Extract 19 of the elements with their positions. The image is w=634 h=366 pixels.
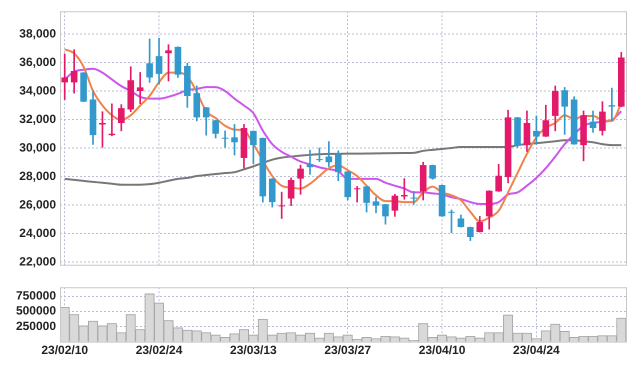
x-tick-label: 23/04/24 [513, 343, 560, 358]
y-tick-label: 22,000 [19, 254, 56, 268]
x-tick-label: 23/02/10 [41, 343, 88, 358]
y-tick-label: 38,000 [19, 26, 56, 40]
x-tick-label: 23/04/10 [418, 343, 466, 358]
y-tick-label: 32,000 [19, 112, 56, 126]
y-tick-label: 36,000 [19, 54, 56, 69]
candlestick [80, 72, 87, 102]
y-tick-label: 28,000 [19, 168, 56, 183]
y-tick-label: 24,000 [19, 226, 56, 240]
y-tick-label: 34,000 [19, 83, 56, 98]
x-tick-label: 23/03/13 [230, 343, 278, 358]
y-tick-label: 26,000 [19, 197, 56, 212]
y-tick-label: 500000 [16, 304, 56, 318]
y-tick-label: 750000 [16, 288, 56, 303]
x-tick-label: 23/03/27 [324, 343, 372, 358]
y-tick-label: 30,000 [19, 140, 56, 154]
y-tick-label: 250000 [16, 318, 56, 333]
x-tick-label: 23/02/24 [136, 343, 183, 358]
